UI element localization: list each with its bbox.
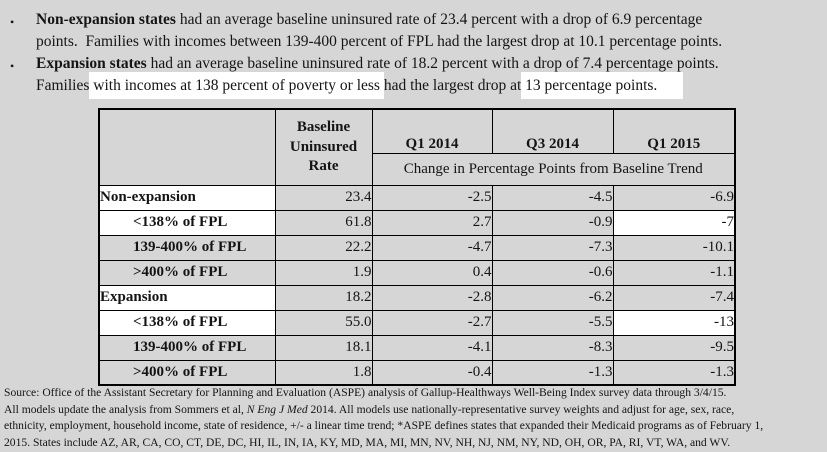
- value-cell: 55.0: [274, 309, 373, 336]
- text-segment: had the largest drop at: [379, 77, 526, 94]
- text-line: Families with incomes at 138 percent of …: [36, 72, 722, 99]
- bullet-text: Non-expansion states had an average base…: [36, 9, 722, 53]
- value-cell: -5.5: [491, 309, 614, 336]
- value-cell: -6.9: [612, 184, 736, 211]
- value-cell: -7.4: [612, 284, 736, 311]
- value-cell: -0.6: [491, 259, 614, 286]
- text-segment: points. Families with incomes between 13…: [36, 33, 723, 50]
- row-label-cell: <138% of FPL: [98, 309, 276, 336]
- value-cell: 2.7: [371, 209, 493, 236]
- value-cell: -4.5: [491, 184, 614, 211]
- row-label-cell: >400% of FPL: [98, 259, 276, 286]
- bullet-list: • Non-expansion states had an average bas…: [10, 9, 722, 99]
- column-header-q3-2014: Q3 2014: [491, 108, 614, 154]
- value-cell: -9.5: [612, 334, 736, 361]
- value-cell: -2.7: [371, 309, 493, 336]
- value-cell: 1.9: [274, 259, 373, 286]
- value-cell: -4.1: [371, 334, 493, 361]
- text-line: points. Families with incomes between 13…: [36, 31, 722, 53]
- bullet-marker-icon: •: [10, 15, 15, 29]
- text-line: Non-expansion states had an average base…: [36, 9, 722, 31]
- text-segment: Families: [36, 77, 94, 94]
- column-header-q1-2015: Q1 2015: [612, 108, 736, 154]
- value-cell: -2.8: [371, 284, 493, 311]
- value-cell: -7: [612, 209, 736, 236]
- footnote-line: ethnicity, employment, household income,…: [4, 418, 763, 435]
- value-cell: -1.1: [612, 259, 736, 286]
- text-segment: Source: Office of the Assistant Secretar…: [4, 386, 727, 399]
- row-label-cell: Non-expansion: [98, 184, 276, 211]
- bullet-item: • Non-expansion states had an average bas…: [10, 9, 722, 53]
- text-segment: Expansion states: [36, 55, 147, 72]
- table-row: <138% of FPL 61.8 2.7 -0.9 -7: [98, 209, 736, 236]
- footnote-line: All models update the analysis from Somm…: [4, 402, 763, 419]
- text-segment: N Eng J Med: [246, 402, 308, 416]
- value-cell: 23.4: [274, 184, 373, 211]
- value-cell: 18.2: [274, 284, 373, 311]
- value-cell: 61.8: [274, 209, 373, 236]
- table-row: Non-expansion 23.4 -2.5 -4.5 -6.9: [98, 184, 736, 211]
- value-cell: -0.4: [371, 359, 493, 386]
- value-cell: -13: [612, 309, 736, 336]
- text-segment: had an average baseline uninsured rate o…: [146, 55, 719, 72]
- bullet-item: • Expansion states had an average baselin…: [10, 53, 722, 99]
- value-cell: -8.3: [491, 334, 614, 361]
- value-cell: -1.3: [612, 359, 736, 386]
- highlighted-text: 13 percentage points.: [521, 72, 684, 99]
- row-label-cell: >400% of FPL: [98, 359, 276, 386]
- table-row: Expansion 18.2 -2.8 -6.2 -7.4: [98, 284, 736, 311]
- column-header-q1-2014: Q1 2014: [371, 108, 493, 154]
- table-row: 139-400% of FPL 22.2 -4.7 -7.3 -10.1: [98, 234, 736, 261]
- row-label-cell: 139-400% of FPL: [98, 234, 276, 261]
- table-row: >400% of FPL 1.8 -0.4 -1.3 -1.3: [98, 359, 736, 386]
- highlighted-text: with incomes at 138 percent of poverty o…: [89, 72, 384, 99]
- value-cell: 22.2: [274, 234, 373, 261]
- table-row: >400% of FPL 1.9 0.4 -0.6 -1.1: [98, 259, 736, 286]
- column-subheader-change-from-baseline: Change in Percentage Points from Baselin…: [371, 152, 736, 186]
- row-label-cell: 139-400% of FPL: [98, 334, 276, 361]
- footnote-line: 2015. States include AZ, AR, CA, CO, CT,…: [4, 435, 763, 452]
- data-table: Baseline Uninsured Rate Q1 2014 Q3 2014 …: [98, 108, 736, 386]
- row-label-cell: <138% of FPL: [98, 209, 276, 236]
- value-cell: 0.4: [371, 259, 493, 286]
- value-cell: -6.2: [491, 284, 614, 311]
- table-row: <138% of FPL 55.0 -2.7 -5.5 -13: [98, 309, 736, 336]
- source-note: Source: Office of the Assistant Secretar…: [4, 385, 763, 451]
- row-label-cell: Expansion: [98, 284, 276, 311]
- table-row: 139-400% of FPL 18.1 -4.1 -8.3 -9.5: [98, 334, 736, 361]
- bullet-marker-icon: •: [10, 59, 15, 73]
- value-cell: 1.8: [274, 359, 373, 386]
- text-segment: had an average baseline uninsured rate o…: [175, 11, 703, 28]
- value-cell: -10.1: [612, 234, 736, 261]
- value-cell: -2.5: [371, 184, 493, 211]
- value-cell: 18.1: [274, 334, 373, 361]
- text-segment: 2015. States include AZ, AR, CA, CO, CT,…: [4, 435, 731, 449]
- value-cell: -0.9: [491, 209, 614, 236]
- text-line: Expansion states had an average baseline…: [36, 53, 722, 75]
- value-cell: -7.3: [491, 234, 614, 261]
- text-segment: Non-expansion states: [36, 11, 176, 28]
- column-header-baseline-uninsured-rate: Baseline Uninsured Rate: [274, 108, 373, 186]
- value-cell: -1.3: [491, 359, 614, 386]
- corner-cell: [98, 108, 276, 186]
- text-segment: ethnicity, employment, household income,…: [4, 419, 764, 432]
- footnote-line: Source: Office of the Assistant Secretar…: [4, 385, 763, 402]
- text-segment: All models update the analysis from Somm…: [4, 402, 247, 416]
- table-body: Non-expansion 23.4 -2.5 -4.5 -6.9 <138% of FP…: [98, 184, 736, 386]
- value-cell: -4.7: [371, 234, 493, 261]
- bullet-text: Expansion states had an average baseline…: [36, 53, 722, 99]
- text-segment: 2014. All models use nationally-represen…: [307, 402, 735, 416]
